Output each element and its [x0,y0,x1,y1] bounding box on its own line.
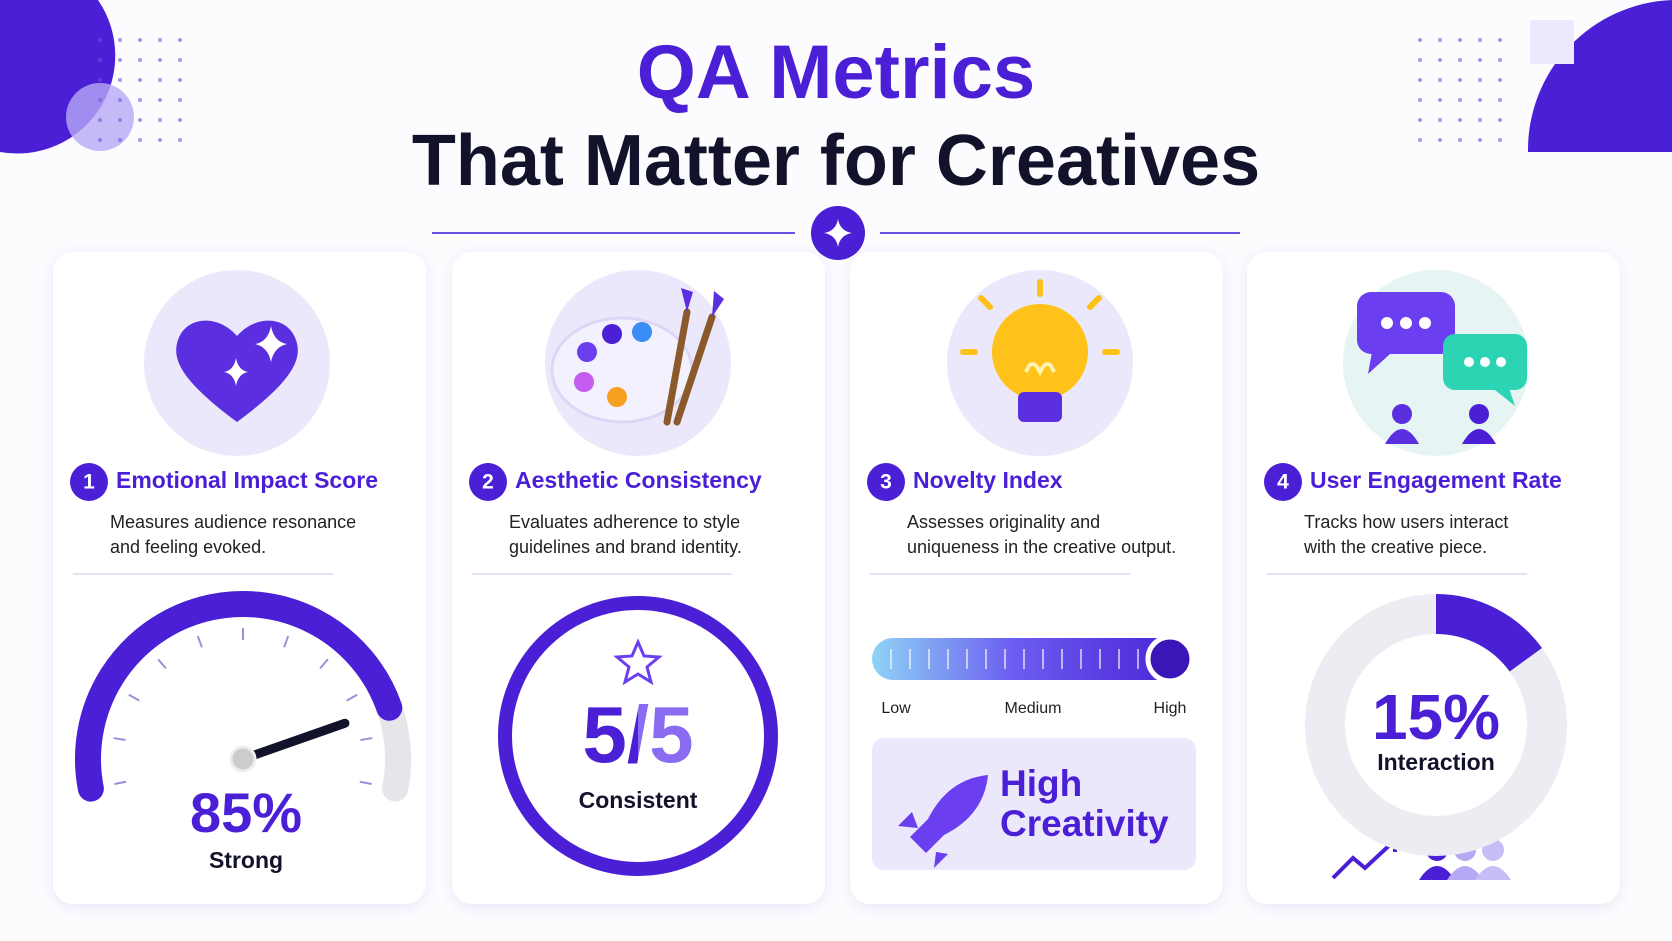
gauge-tick [157,658,167,670]
card-number: 4 [1277,471,1289,494]
cards: 1 Emotional Impact Score Measures audience… [53,252,1620,904]
gauge-tick [346,693,358,702]
card-title: User Engagement Rate [1310,467,1562,493]
rocket-icon [898,775,988,868]
card-number: 1 [83,471,95,494]
title-line1: QA Metrics [637,30,1035,115]
gauge-tick [113,737,126,741]
slider-label: Low [881,700,911,717]
gauge-tick [283,635,290,648]
card: 3 Novelty Index Assesses originality and un… [850,252,1223,904]
number-badge [867,463,905,501]
badge-text: Creativity [1000,803,1169,844]
metric-value: 15% [1372,681,1500,753]
metric-caption: Strong [209,847,283,873]
chat-icon [1343,270,1529,456]
card-number: 3 [880,471,892,494]
metric-caption: Consistent [579,787,698,813]
gauge-tick [114,780,127,785]
card-title: Novelty Index [913,467,1063,493]
slider-label: Medium [1005,700,1062,717]
divider [432,206,1240,260]
card: 2 Aesthetic Consistency Evaluates adherenc… [452,252,825,904]
gauge-needle [238,718,350,764]
card: 1 Emotional Impact Score Measures audience… [53,252,426,904]
card-title: Aesthetic Consistency [515,467,762,493]
gauge-pivot [229,745,257,773]
donut-value [1435,594,1542,673]
card-description: Evaluates adherence to style [509,512,740,532]
card-description: and feeling evoked. [110,537,266,557]
gauge-tick [360,737,373,741]
palette-icon [545,270,731,456]
bulb-icon [947,270,1133,456]
badge-text: High [1000,763,1082,804]
card-description: Tracks how users interact [1304,512,1508,532]
card-description: Measures audience resonance [110,512,356,532]
number-badge [70,463,108,501]
gauge-value [75,591,403,802]
card-description: uniqueness in the creative output. [907,537,1176,557]
gauge-tick [128,693,140,702]
card-description: guidelines and brand identity. [509,537,742,557]
metric-caption: Interaction [1377,749,1495,775]
number-badge [469,463,507,501]
card-title: Emotional Impact Score [116,467,378,493]
slider-label: High [1154,700,1187,717]
metric-value: 85% [190,781,302,844]
card-description: Assesses originality and [907,512,1100,532]
card: 4 User Engagement Rate Tracks how users in… [1247,252,1620,904]
badge [872,738,1196,870]
heart-icon [144,270,330,456]
gauge-tick [359,780,372,785]
gauge-tick [319,658,329,670]
card-number: 2 [482,471,494,494]
title-line2: That Matter for Creatives [412,121,1260,201]
ring-value [498,596,778,876]
card-description: with the creative piece. [1303,537,1487,557]
slider-track [872,638,1192,680]
decoration [0,0,1672,154]
gauge-tick [196,635,203,648]
slider-knob [1145,634,1195,684]
number-badge [1264,463,1302,501]
metric-value: 5/5 [582,690,693,779]
star-icon [613,638,663,686]
